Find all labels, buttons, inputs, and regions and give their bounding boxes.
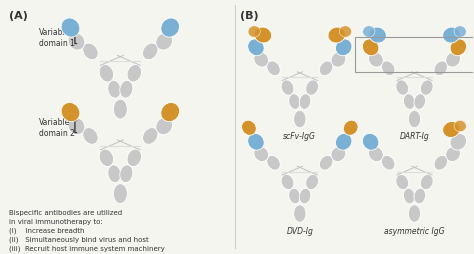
Ellipse shape	[446, 147, 460, 162]
Ellipse shape	[450, 134, 466, 151]
Ellipse shape	[108, 81, 121, 99]
Ellipse shape	[408, 111, 420, 128]
Bar	[355, 38, 474, 72]
Ellipse shape	[161, 19, 180, 38]
Text: asymmetric IgG: asymmetric IgG	[384, 227, 445, 235]
Text: DART-Ig: DART-Ig	[400, 132, 429, 140]
Ellipse shape	[289, 94, 301, 110]
Text: (i)    Increase breadth: (i) Increase breadth	[9, 227, 84, 233]
Ellipse shape	[454, 121, 466, 132]
Ellipse shape	[113, 100, 128, 120]
Text: Bispecific antibodies are utilized: Bispecific antibodies are utilized	[9, 209, 122, 215]
Ellipse shape	[369, 28, 386, 44]
Ellipse shape	[434, 62, 447, 76]
Ellipse shape	[420, 81, 433, 96]
Ellipse shape	[281, 81, 294, 96]
Ellipse shape	[336, 134, 352, 151]
Ellipse shape	[120, 81, 133, 99]
Ellipse shape	[83, 128, 98, 145]
Ellipse shape	[434, 156, 447, 170]
Text: (A): (A)	[9, 11, 27, 21]
Ellipse shape	[343, 121, 358, 136]
Text: in viral immunotherapy to:: in viral immunotherapy to:	[9, 218, 102, 224]
Ellipse shape	[299, 188, 311, 204]
Ellipse shape	[156, 34, 173, 51]
Ellipse shape	[294, 111, 306, 128]
Ellipse shape	[281, 175, 294, 190]
Ellipse shape	[161, 103, 180, 122]
Ellipse shape	[328, 28, 346, 44]
Text: Variable
domain 2: Variable domain 2	[38, 118, 74, 138]
Ellipse shape	[454, 27, 466, 38]
Ellipse shape	[108, 165, 121, 183]
Ellipse shape	[306, 175, 319, 190]
Ellipse shape	[396, 175, 409, 190]
Ellipse shape	[248, 134, 264, 151]
Ellipse shape	[143, 128, 158, 145]
Ellipse shape	[83, 44, 98, 60]
Text: DVD-Ig: DVD-Ig	[286, 227, 313, 235]
Ellipse shape	[403, 94, 415, 110]
Ellipse shape	[336, 40, 352, 56]
Ellipse shape	[414, 188, 426, 204]
Text: (B): (B)	[240, 11, 259, 21]
Ellipse shape	[113, 184, 128, 204]
Ellipse shape	[414, 94, 426, 110]
Ellipse shape	[254, 53, 269, 68]
Ellipse shape	[248, 27, 260, 38]
Ellipse shape	[299, 94, 311, 110]
Ellipse shape	[127, 65, 142, 83]
Ellipse shape	[254, 28, 272, 44]
Ellipse shape	[396, 81, 409, 96]
Ellipse shape	[242, 121, 256, 136]
Ellipse shape	[319, 62, 333, 76]
Ellipse shape	[403, 188, 415, 204]
Text: [: [	[73, 30, 78, 44]
Ellipse shape	[61, 19, 80, 38]
Ellipse shape	[99, 150, 114, 167]
Ellipse shape	[156, 118, 173, 135]
Ellipse shape	[61, 103, 80, 122]
Ellipse shape	[363, 27, 375, 38]
Ellipse shape	[99, 65, 114, 83]
Ellipse shape	[443, 122, 460, 138]
Ellipse shape	[368, 147, 383, 162]
Ellipse shape	[339, 27, 352, 38]
Ellipse shape	[248, 40, 264, 56]
Ellipse shape	[331, 53, 346, 68]
Text: [: [	[73, 120, 78, 134]
Ellipse shape	[331, 147, 346, 162]
Text: (ii)   Simultaneously bind virus and host: (ii) Simultaneously bind virus and host	[9, 235, 148, 242]
Ellipse shape	[420, 175, 433, 190]
Ellipse shape	[294, 205, 306, 223]
Ellipse shape	[254, 147, 269, 162]
Ellipse shape	[450, 40, 466, 56]
Ellipse shape	[319, 156, 333, 170]
Text: scFv-IgG: scFv-IgG	[283, 132, 316, 140]
Ellipse shape	[127, 150, 142, 167]
Ellipse shape	[143, 44, 158, 60]
Ellipse shape	[267, 62, 280, 76]
Ellipse shape	[443, 28, 460, 44]
Ellipse shape	[289, 188, 301, 204]
Ellipse shape	[408, 205, 420, 223]
Ellipse shape	[267, 156, 280, 170]
Ellipse shape	[368, 53, 383, 68]
Ellipse shape	[362, 40, 379, 56]
Ellipse shape	[382, 156, 395, 170]
Ellipse shape	[306, 81, 319, 96]
Ellipse shape	[446, 53, 460, 68]
Ellipse shape	[120, 165, 133, 183]
Ellipse shape	[382, 62, 395, 76]
Text: Variable
domain 1: Variable domain 1	[38, 27, 74, 47]
Text: (iii)  Recruit host immune system machinery: (iii) Recruit host immune system machine…	[9, 244, 164, 251]
Ellipse shape	[68, 118, 85, 135]
Ellipse shape	[68, 34, 85, 51]
Ellipse shape	[362, 134, 379, 151]
